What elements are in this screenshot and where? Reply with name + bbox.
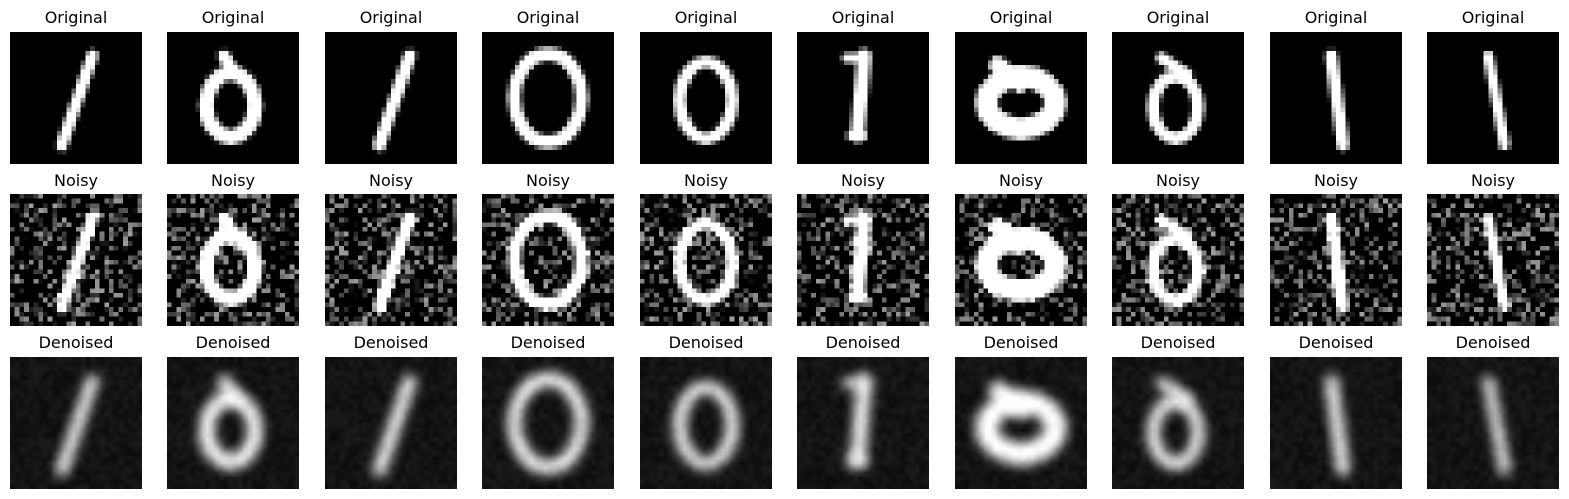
noisy-title: Noisy [840, 171, 885, 190]
original-title: Original [1146, 8, 1210, 27]
denoised-title: Denoised [1140, 333, 1216, 352]
denoised-title: Denoised [1298, 333, 1374, 352]
denoised-title: Denoised [668, 333, 744, 352]
noisy-digit-image [955, 194, 1087, 326]
noisy-title: Noisy [1313, 171, 1358, 190]
noisy-title: Noisy [525, 171, 570, 190]
denoised-title: Denoised [825, 333, 901, 352]
denoised-digit-image [482, 357, 614, 489]
denoised-title: Denoised [353, 333, 429, 352]
noisy-digit-image [1427, 194, 1559, 326]
original-digit-image [1270, 32, 1402, 164]
noisy-title: Noisy [368, 171, 413, 190]
original-digit-image [325, 32, 457, 164]
original-digit-image [955, 32, 1087, 164]
original-digit-image [797, 32, 929, 164]
denoised-digit-image [955, 357, 1087, 489]
noisy-digit-image [797, 194, 929, 326]
noisy-digit-image [482, 194, 614, 326]
denoised-title: Denoised [983, 333, 1059, 352]
original-title: Original [674, 8, 738, 27]
original-title: Original [44, 8, 108, 27]
original-digit-image [640, 32, 772, 164]
original-title: Original [359, 8, 423, 27]
original-title: Original [516, 8, 580, 27]
denoised-digit-image [797, 357, 929, 489]
noisy-title: Noisy [210, 171, 255, 190]
original-title: Original [201, 8, 265, 27]
noisy-digit-image [325, 194, 457, 326]
noisy-digit-image [167, 194, 299, 326]
denoised-digit-image [640, 357, 772, 489]
noisy-digit-image [640, 194, 772, 326]
denoised-title: Denoised [38, 333, 114, 352]
original-digit-image [10, 32, 142, 164]
denoised-digit-image [325, 357, 457, 489]
denoised-digit-image [10, 357, 142, 489]
original-digit-image [1112, 32, 1244, 164]
original-title: Original [831, 8, 895, 27]
noisy-title: Noisy [1470, 171, 1515, 190]
denoised-title: Denoised [195, 333, 271, 352]
denoised-title: Denoised [510, 333, 586, 352]
original-digit-image [167, 32, 299, 164]
denoised-digit-image [167, 357, 299, 489]
original-title: Original [1304, 8, 1368, 27]
noisy-title: Noisy [683, 171, 728, 190]
noisy-title: Noisy [1155, 171, 1200, 190]
noisy-digit-image [1112, 194, 1244, 326]
denoised-title: Denoised [1455, 333, 1531, 352]
noisy-digit-image [10, 194, 142, 326]
denoised-digit-image [1270, 357, 1402, 489]
noisy-digit-image [1270, 194, 1402, 326]
denoised-digit-image [1112, 357, 1244, 489]
original-title: Original [989, 8, 1053, 27]
original-digit-image [1427, 32, 1559, 164]
denoised-digit-image [1427, 357, 1559, 489]
noisy-title: Noisy [53, 171, 98, 190]
original-digit-image [482, 32, 614, 164]
original-title: Original [1461, 8, 1525, 27]
noisy-title: Noisy [998, 171, 1043, 190]
